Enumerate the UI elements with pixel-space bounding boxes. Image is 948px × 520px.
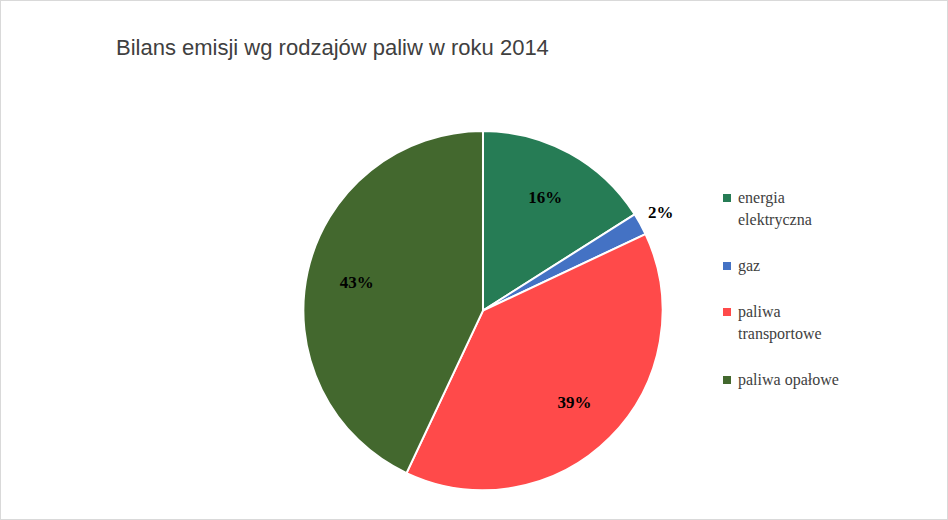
html-text:paliwa transportowe: paliwa transportowe — [738, 303, 822, 342]
svg-text:2%: 2% — [648, 203, 673, 222]
svg-text:16%: 16% — [528, 188, 562, 207]
html-text:gaz: gaz — [738, 257, 761, 274]
html-text:paliwa opałowe: paliwa opałowe — [738, 371, 839, 388]
svg-text:39%: 39% — [557, 393, 591, 412]
html-text:Bilans emisji wg rodzajów pali: Bilans emisji wg rodzajów paliw w roku 2… — [116, 35, 549, 60]
html-text:energia elektryczna: energia elektryczna — [738, 189, 812, 228]
svg-text:43%: 43% — [340, 273, 374, 292]
